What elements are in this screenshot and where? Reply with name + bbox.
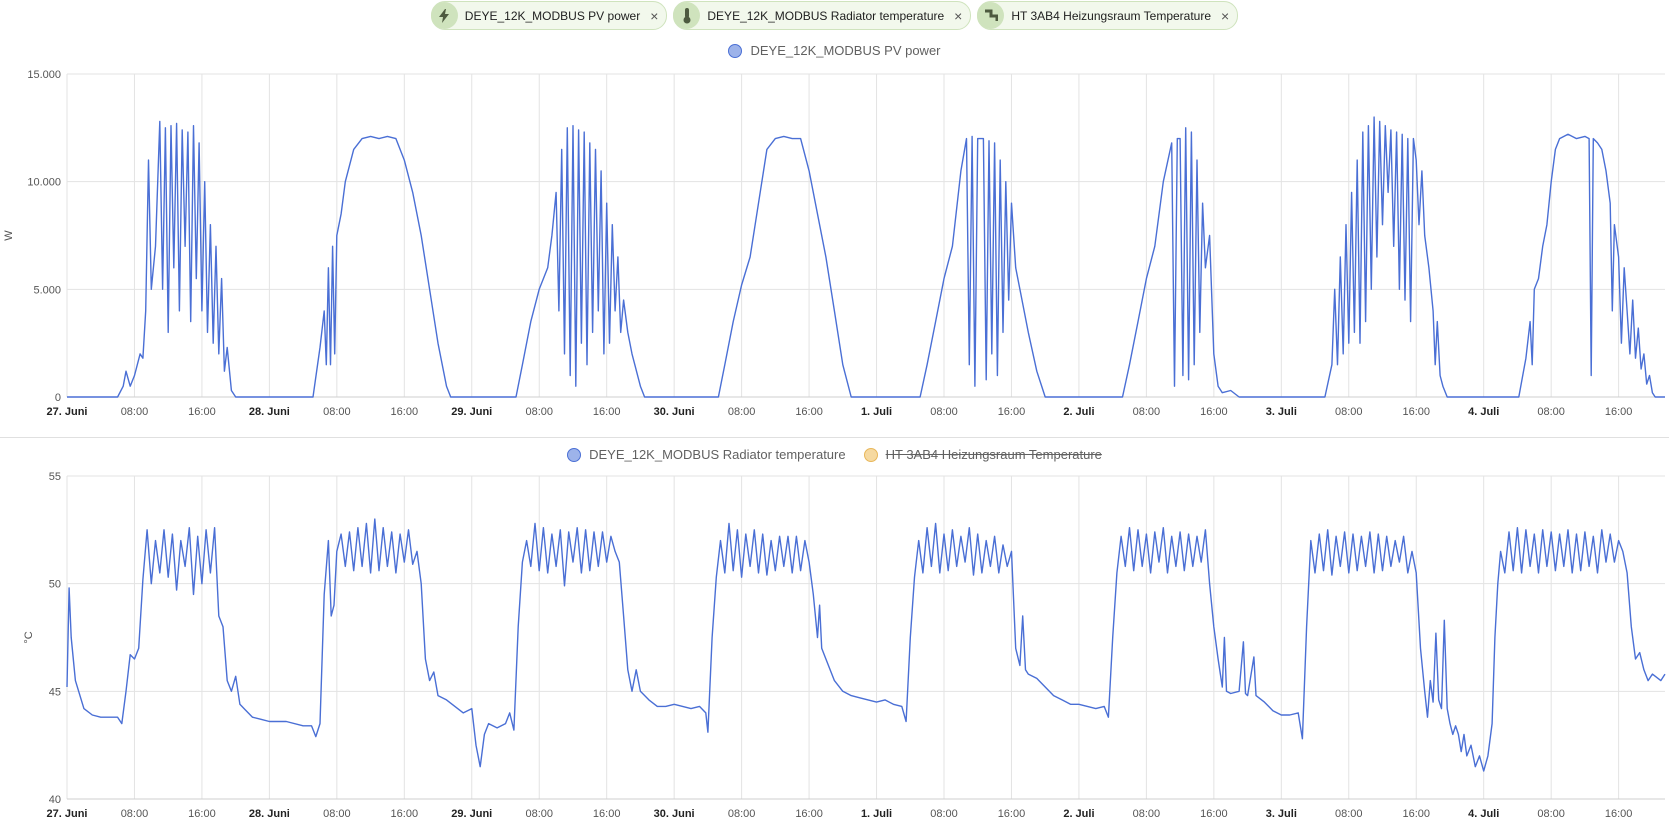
legend-label: DEYE_12K_MODBUS Radiator temperature — [589, 447, 846, 462]
legend-swatch — [728, 43, 743, 58]
entity-chip-pv-power[interactable]: DEYE_12K_MODBUS PV power × — [430, 1, 668, 30]
x-tick-label: 16:00 — [998, 406, 1026, 418]
x-tick-label: 08:00 — [1133, 406, 1161, 418]
x-tick-label: 2. Juli — [1063, 406, 1094, 418]
y-axis-unit-label: °C — [23, 631, 35, 643]
y-tick-label: 10.000 — [27, 177, 61, 189]
close-icon[interactable]: × — [650, 7, 659, 24]
x-tick-label: 08:00 — [323, 406, 351, 418]
x-tick-label: 16:00 — [391, 406, 419, 418]
pv-power-chart: 0 5.000 10.000 15.000 27. Juni 08:00 16:00 28. … — [3, 69, 1665, 418]
x-tick-label: 1. Juli — [861, 406, 892, 418]
temperature-chart: 40 45 50 55 27. Juni 08:00 16:00 28. Juni 08:00 1… — [23, 471, 1666, 820]
x-tick-label: 27. Juni — [47, 808, 88, 820]
entity-chip-radiator-temperature[interactable]: DEYE_12K_MODBUS Radiator temperature × — [673, 1, 972, 30]
y-tick-label: 15.000 — [27, 69, 61, 81]
x-tick-label: 3. Juli — [1266, 406, 1297, 418]
x-tick-label: 16:00 — [593, 808, 621, 820]
x-tick-label: 08:00 — [1335, 808, 1363, 820]
x-tick-label: 16:00 — [795, 406, 823, 418]
y-tick-label: 0 — [55, 392, 61, 404]
x-tick-label: 30. Juni — [654, 406, 695, 418]
series-line — [67, 116, 1665, 398]
x-tick-label: 16:00 — [593, 406, 621, 418]
x-tick-label: 29. Juni — [451, 808, 492, 820]
chip-label: HT 3AB4 Heizungsraum Temperature — [1011, 8, 1212, 23]
series-line — [66, 518, 1666, 772]
legend-item-radiator-temperature[interactable]: DEYE_12K_MODBUS Radiator temperature — [567, 447, 846, 462]
x-tick-label: 08:00 — [728, 808, 756, 820]
legend-item-heizungsraum-temperature[interactable]: HT 3AB4 Heizungsraum Temperature — [863, 447, 1102, 462]
legend-label: HT 3AB4 Heizungsraum Temperature — [885, 447, 1102, 462]
legend-item-pv-power[interactable]: DEYE_12K_MODBUS PV power — [728, 43, 941, 58]
lightning-bolt-icon — [430, 2, 458, 29]
x-tick-label: 16:00 — [1605, 808, 1633, 820]
x-tick-label: 16:00 — [1402, 808, 1430, 820]
x-tick-label: 30. Juni — [654, 808, 695, 820]
y-axis-unit-label: W — [3, 230, 15, 241]
x-tick-label: 16:00 — [998, 808, 1026, 820]
x-tick-label: 08:00 — [1537, 406, 1565, 418]
y-tick-label: 45 — [49, 686, 61, 698]
x-tick-label: 08:00 — [728, 406, 756, 418]
temperature-legend: DEYE_12K_MODBUS Radiator temperature HT … — [0, 447, 1669, 462]
x-tick-label: 28. Juni — [249, 808, 290, 820]
x-tick-label: 16:00 — [188, 808, 216, 820]
legend-swatch — [863, 447, 878, 462]
x-tick-label: 16:00 — [188, 406, 216, 418]
x-tick-label: 16:00 — [795, 808, 823, 820]
pv-power-legend: DEYE_12K_MODBUS PV power — [0, 43, 1669, 58]
y-tick-label: 55 — [49, 471, 61, 483]
x-tick-label: 08:00 — [121, 808, 149, 820]
x-tick-label: 2. Juli — [1063, 808, 1094, 820]
x-tick-label: 08:00 — [1537, 808, 1565, 820]
x-tick-label: 3. Juli — [1266, 808, 1297, 820]
x-tick-label: 27. Juni — [47, 406, 88, 418]
x-tick-label: 08:00 — [1133, 808, 1161, 820]
x-tick-label: 28. Juni — [249, 406, 290, 418]
thermometer-icon — [673, 2, 701, 29]
x-tick-label: 08:00 — [525, 406, 553, 418]
y-tick-label: 5.000 — [33, 284, 61, 296]
y-tick-label: 40 — [49, 794, 61, 806]
legend-swatch — [567, 447, 582, 462]
close-icon[interactable]: × — [1221, 7, 1230, 24]
x-tick-label: 08:00 — [1335, 406, 1363, 418]
chip-label: DEYE_12K_MODBUS Radiator temperature — [707, 8, 945, 23]
x-tick-label: 4. Juli — [1468, 808, 1499, 820]
x-tick-label: 29. Juni — [451, 406, 492, 418]
x-tick-label: 16:00 — [1200, 808, 1228, 820]
x-tick-label: 08:00 — [525, 808, 553, 820]
x-tick-label: 08:00 — [121, 406, 149, 418]
chip-label: DEYE_12K_MODBUS PV power — [464, 8, 641, 23]
x-tick-label: 4. Juli — [1468, 406, 1499, 418]
y-tick-label: 50 — [49, 579, 61, 591]
x-tick-label: 08:00 — [323, 808, 351, 820]
close-icon[interactable]: × — [954, 7, 963, 24]
x-tick-label: 1. Juli — [861, 808, 892, 820]
heating-pipe-icon — [977, 2, 1005, 29]
chart-divider — [0, 437, 1669, 438]
entity-chip-bar: DEYE_12K_MODBUS PV power × DEYE_12K_MODB… — [0, 1, 1669, 31]
legend-label: DEYE_12K_MODBUS PV power — [750, 43, 941, 58]
x-tick-label: 16:00 — [1605, 406, 1633, 418]
entity-chip-heizungsraum-temperature[interactable]: HT 3AB4 Heizungsraum Temperature × — [977, 1, 1239, 30]
x-tick-label: 08:00 — [930, 808, 958, 820]
x-tick-label: 16:00 — [391, 808, 419, 820]
x-tick-label: 16:00 — [1402, 406, 1430, 418]
x-tick-label: 08:00 — [930, 406, 958, 418]
x-tick-label: 16:00 — [1200, 406, 1228, 418]
